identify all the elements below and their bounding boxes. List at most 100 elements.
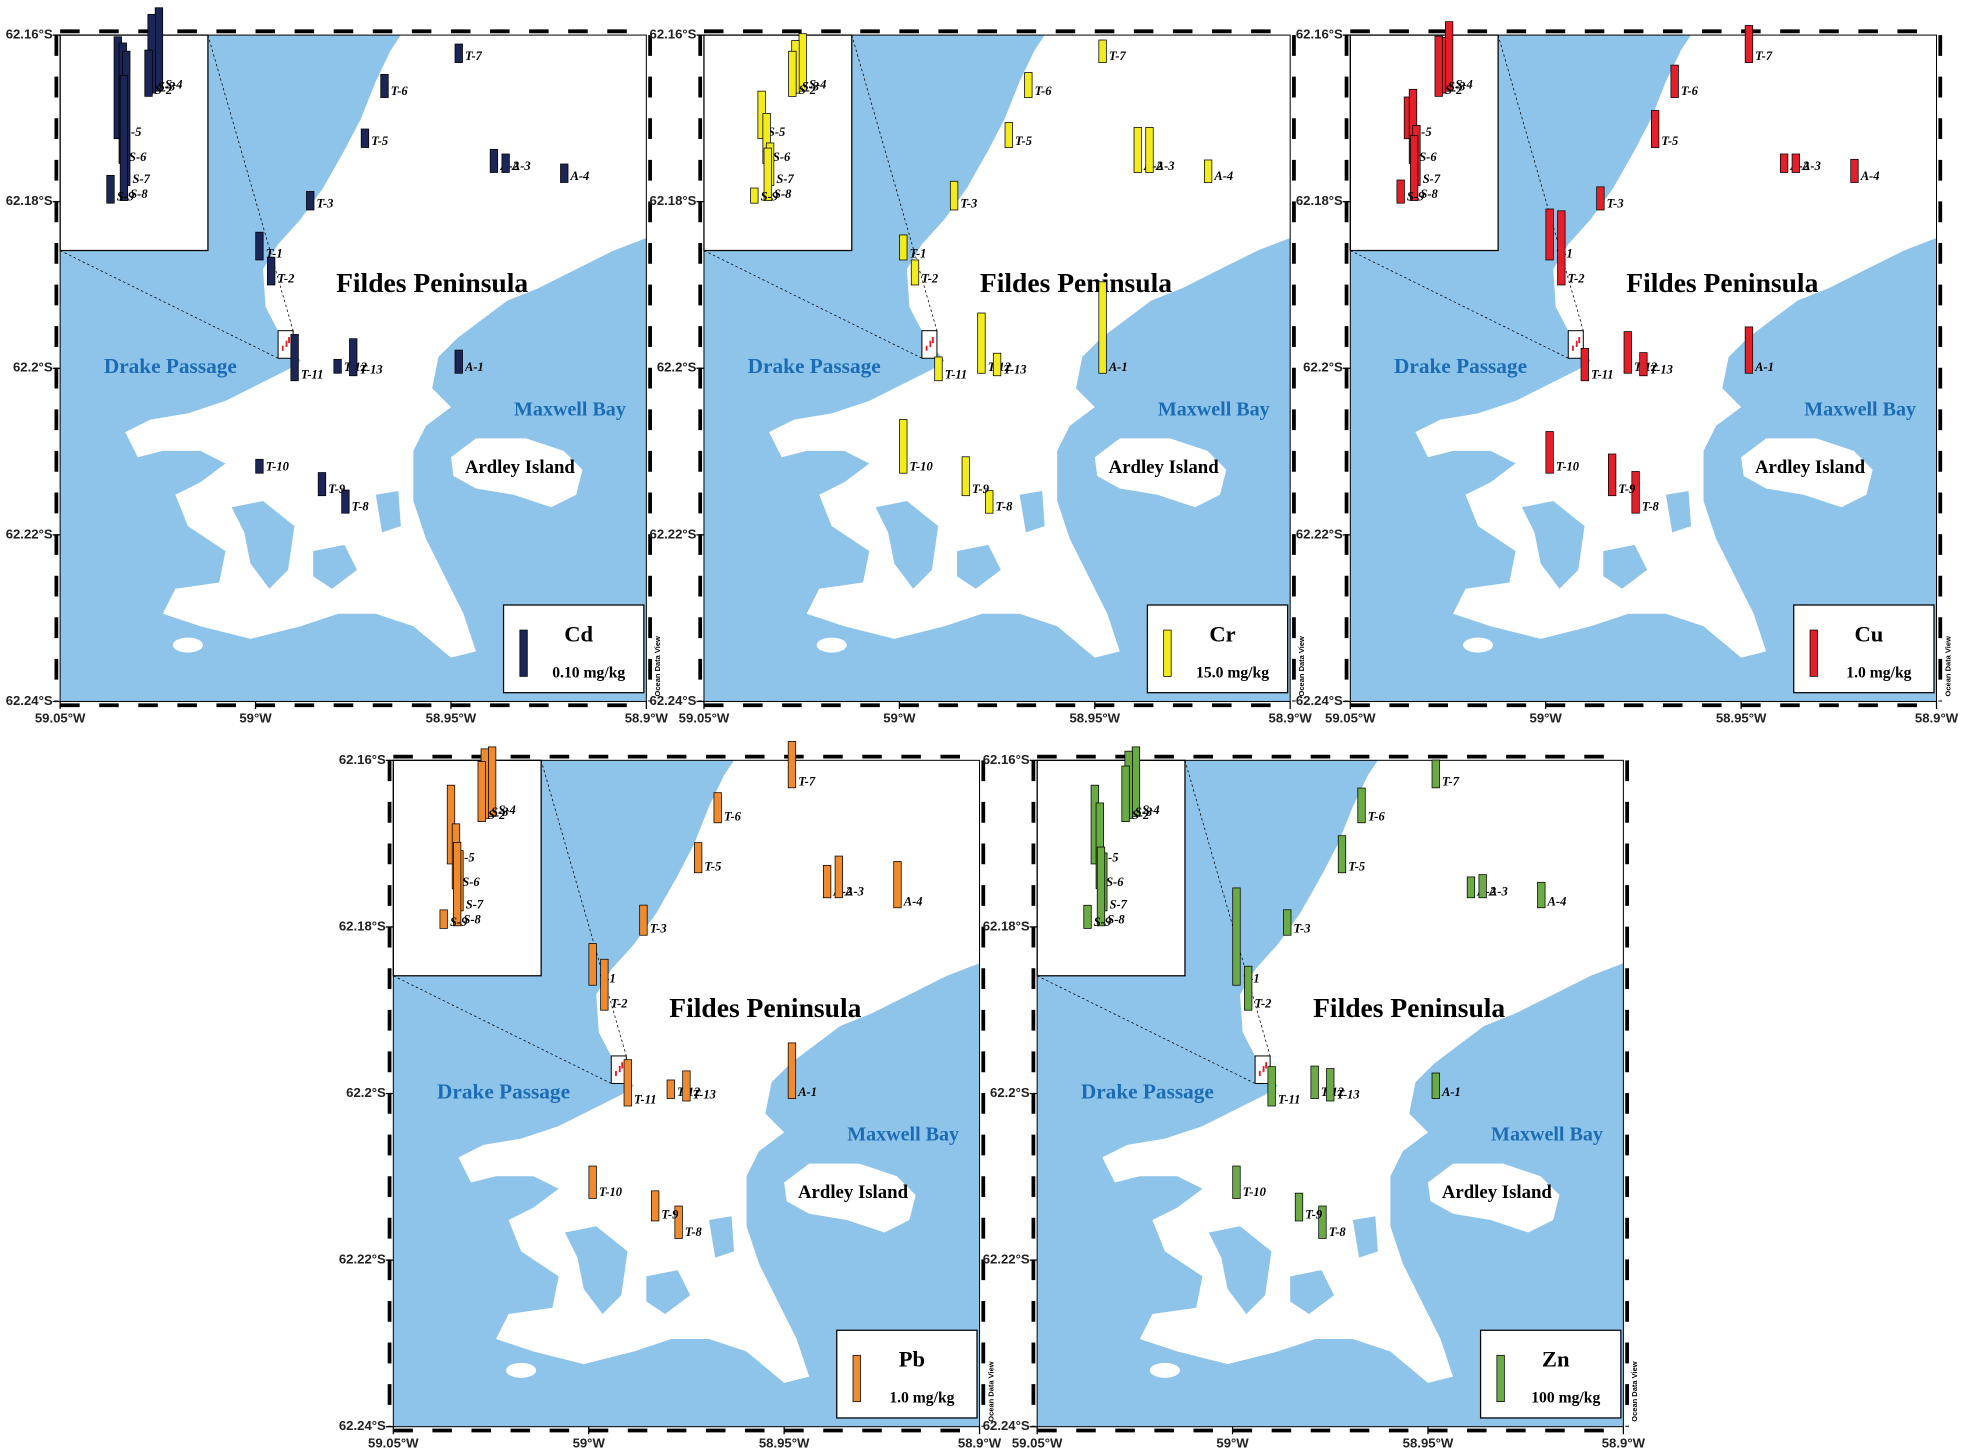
place-label: Ardley Island <box>1442 1182 1553 1203</box>
station-label: S-6 <box>773 150 791 164</box>
place-label: Fildes Peninsula <box>980 267 1172 298</box>
station-bar <box>1557 210 1566 286</box>
y-tick-label: 62.24°S <box>983 1418 1030 1433</box>
station-label: S-4 <box>165 78 182 92</box>
station-label: T-7 <box>1442 774 1460 788</box>
station-label: A-4 <box>570 169 590 183</box>
y-tick-label: 62.22°S <box>650 526 697 541</box>
station-label: A-3 <box>511 159 531 173</box>
station-bar <box>255 231 264 261</box>
x-tick-label: 58.9°W <box>1915 710 1959 725</box>
place-label: Maxwell Bay <box>514 398 626 420</box>
legend-bar <box>519 629 528 677</box>
y-tick-label: 62.16°S <box>1296 27 1343 42</box>
station-label: S-4 <box>1455 78 1472 92</box>
station-bar <box>822 864 832 899</box>
station-bar <box>694 842 703 874</box>
station-label: S-7 <box>1110 897 1128 911</box>
station-bar <box>1267 1066 1276 1107</box>
station-bar <box>674 1205 683 1239</box>
place-label: Ardley Island <box>465 457 576 478</box>
legend-scale: 1.0 mg/kg <box>889 1390 954 1407</box>
map-panel: 59.05°W 59°W 58.95°W 58.9°W 62.16°S 62.18°S 62… <box>1296 21 1959 725</box>
station-bar <box>1294 1192 1304 1222</box>
station-bar <box>1651 110 1660 148</box>
station-bar <box>639 904 648 936</box>
station-bar <box>750 187 759 204</box>
station-bar <box>1537 881 1546 909</box>
legend-bar <box>1809 629 1818 677</box>
station-bar <box>893 861 902 909</box>
station-bar <box>834 855 843 899</box>
station-label: T-10 <box>910 460 934 474</box>
station-bar <box>600 958 609 1011</box>
legend-scale: 100 mg/kg <box>1531 1390 1600 1407</box>
station-label: A-3 <box>844 884 864 898</box>
x-tick-label: 59.05°W <box>35 710 86 725</box>
station-label: S-6 <box>129 150 147 164</box>
station-label: T-5 <box>1661 134 1678 148</box>
station-label: S-7 <box>776 172 794 186</box>
station-bar <box>1409 135 1419 201</box>
station-label: A-3 <box>1155 159 1175 173</box>
station-label: T-1 <box>910 246 927 260</box>
station-bar <box>1145 127 1154 173</box>
station-bar <box>1232 1165 1241 1199</box>
station-bar <box>454 349 463 374</box>
station-bar <box>1024 72 1033 98</box>
x-tick-label: 58.9°W <box>1269 710 1313 725</box>
station-label: T-8 <box>996 500 1014 514</box>
station-label: T-7 <box>1755 49 1773 63</box>
station-label: T-8 <box>1329 1225 1347 1239</box>
station-bar <box>788 50 797 97</box>
station-label: S-9 <box>1407 190 1425 204</box>
station-bar <box>623 1059 632 1107</box>
station-label: A-3 <box>1801 159 1821 173</box>
station-bar <box>1545 431 1554 474</box>
station-label: T-3 <box>317 196 334 210</box>
station-bar <box>1203 159 1213 183</box>
station-label: T-13 <box>1650 362 1673 376</box>
x-tick-label: 59.05°W <box>1012 1436 1063 1451</box>
station-label: A-1 <box>1441 1085 1461 1099</box>
station-bar <box>439 909 448 929</box>
x-tick-label: 59°W <box>239 710 272 725</box>
station-label: T-2 <box>1254 997 1271 1011</box>
station-label: T-10 <box>599 1185 623 1199</box>
station-label: S-7 <box>133 172 151 186</box>
place-label: Ardley Island <box>798 1182 909 1203</box>
legend-scale: 1.0 mg/kg <box>1846 664 1911 681</box>
y-tick-label: 62.16°S <box>6 27 53 42</box>
station-bar <box>1670 64 1679 98</box>
station-bar <box>1744 25 1754 63</box>
station-bar <box>1133 127 1142 173</box>
credit: Ocean Data View <box>986 1361 995 1421</box>
place-label: Maxwell Bay <box>847 1124 959 1146</box>
station-bar <box>1608 453 1617 497</box>
station-bar <box>119 75 129 201</box>
station-label: T-10 <box>1556 460 1580 474</box>
station-label: T-9 <box>1305 1207 1323 1221</box>
place-label: Drake Passage <box>1081 1079 1214 1103</box>
station-label: T-5 <box>371 134 388 148</box>
station-label: T-7 <box>798 774 816 788</box>
x-tick-label: 59°W <box>883 710 916 725</box>
place-label: Maxwell Bay <box>1491 1124 1603 1146</box>
station-bar <box>1639 352 1648 377</box>
station-bar <box>1244 965 1253 1011</box>
station-bar <box>588 1165 597 1199</box>
station-bar <box>1545 208 1554 261</box>
station-label: S-6 <box>1106 875 1124 889</box>
station-bar <box>1096 846 1106 927</box>
station-label: T-9 <box>328 482 346 496</box>
station-label: S-2 <box>799 83 816 97</box>
credit: Ocean Data View <box>1943 636 1952 696</box>
station-bar <box>333 358 342 374</box>
station-label: T-5 <box>1015 134 1032 148</box>
station-bar <box>1318 1205 1327 1239</box>
station-label: S-3 <box>1448 80 1465 94</box>
y-tick-label: 62.16°S <box>983 752 1030 767</box>
x-tick-label: 58.95°W <box>759 1436 810 1451</box>
x-tick-label: 58.95°W <box>1716 710 1767 725</box>
y-tick-label: 62.22°S <box>983 1252 1030 1267</box>
